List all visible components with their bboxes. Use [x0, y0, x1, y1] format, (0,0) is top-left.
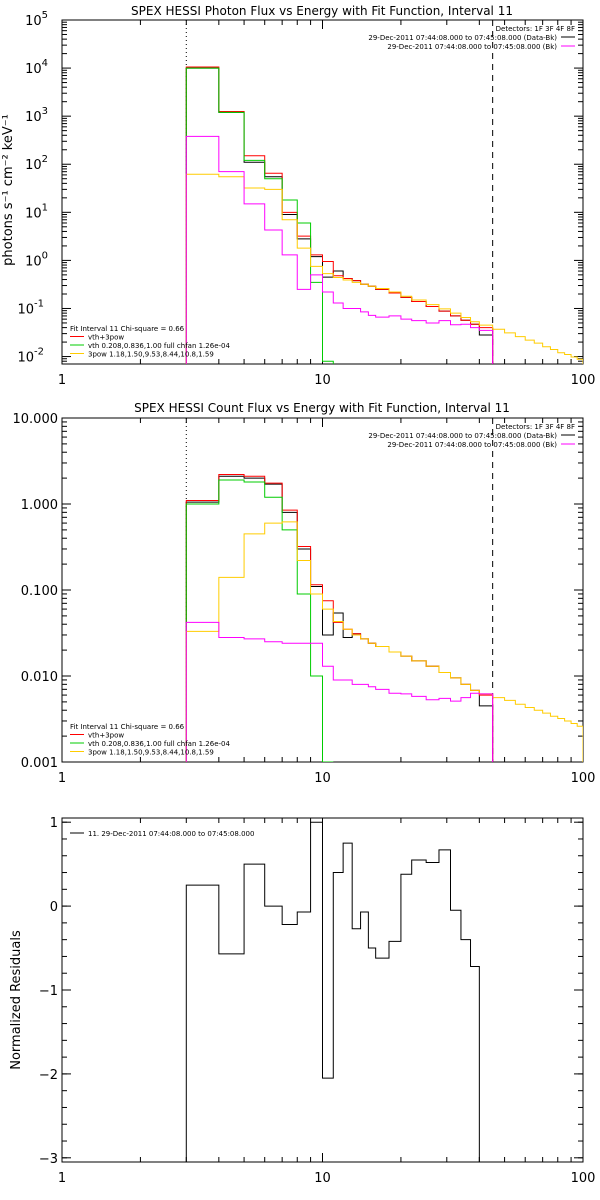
legend-entry-label: 3pow 1.18,1.50,9.53,8.44,10.8,1.59 — [88, 749, 214, 757]
legend-detectors: Detectors: 1F 3F 4F 8F — [496, 423, 575, 431]
x-tick-label: 100 — [571, 373, 596, 388]
residuals-ylabel: Normalized Residuals — [9, 930, 24, 1070]
legend-fit-info: Fit Interval 11 Chi-square = 0.66 — [70, 723, 185, 731]
series-group — [185, 66, 583, 364]
series-line-0 — [185, 821, 493, 1162]
x-tick-label: 10 — [314, 373, 331, 388]
y-tick-label: −2 — [39, 1068, 58, 1083]
y-tick-label: 0.010 — [21, 670, 58, 685]
photon-flux-panel: SPEX HESSI Photon Flux vs Energy with Fi… — [1, 4, 595, 388]
x-tick-label: 10 — [314, 771, 331, 786]
series-group — [185, 821, 493, 1162]
x-tick-label: 10 — [314, 1171, 331, 1186]
y-tick-label: 0.100 — [21, 584, 58, 599]
x-tick-label: 1 — [58, 1171, 66, 1186]
legend-entry-label: vth+3pow — [88, 334, 124, 342]
y-tick-label: −3 — [39, 1152, 58, 1167]
x-tick-label: 100 — [571, 771, 596, 786]
series-line-4 — [185, 621, 494, 762]
residuals-panel: Normalized Residuals 1 10 100 −3 −2 −1 0 1 11. 2… — [9, 816, 595, 1186]
legend-entry-label: 29-Dec-2011 07:44:08.000 to 07:45:08.000… — [368, 432, 557, 440]
y-tick-label: 0 — [50, 900, 58, 915]
y-tick-label: 10.000 — [13, 412, 59, 427]
y-tick-label: 0.001 — [21, 756, 58, 771]
x-tick-label: 1 — [58, 373, 66, 388]
count-flux-panel: SPEX HESSI Count Flux vs Energy with Fit… — [13, 401, 596, 786]
series-line-3 — [185, 521, 583, 762]
legend-entry-label: 29-Dec-2011 07:44:08.000 to 07:45:08.000… — [387, 43, 557, 51]
series-line-4 — [185, 135, 494, 364]
x-tick-label: 1 — [58, 771, 66, 786]
legend-detectors: Detectors: 1F 3F 4F 8F — [496, 25, 575, 33]
y-tick-label: −1 — [39, 984, 58, 999]
y-tick-label: 1.000 — [21, 498, 58, 513]
series-line-3 — [185, 173, 583, 364]
y-tick-label: 103 — [25, 106, 48, 125]
y-tick-label: 102 — [25, 154, 48, 173]
legend-entry-label: vth+3pow — [88, 732, 124, 740]
count-flux-title: SPEX HESSI Count Flux vs Energy with Fit… — [134, 401, 510, 415]
legend-entry-label: vth 0.208,0.836,1.00 full chfan 1.26e-04 — [88, 740, 230, 748]
legend-entry-label: 29-Dec-2011 07:44:08.000 to 07:45:08.000… — [368, 34, 557, 42]
y-tick-label: 104 — [25, 58, 48, 77]
legend-entry-label: vth 0.208,0.836,1.00 full chfan 1.26e-04 — [88, 342, 230, 350]
y-tick-label: 101 — [25, 202, 48, 221]
legend-entry-label: 11. 29-Dec-2011 07:44:08.000 to 07:45:08… — [88, 830, 254, 838]
legend-entry-label: 3pow 1.18,1.50,9.53,8.44,10.8,1.59 — [88, 351, 214, 359]
y-tick-label: 10-1 — [17, 298, 44, 317]
y-tick-label: 100 — [25, 250, 48, 269]
series-group — [185, 474, 583, 762]
y-tick-label: 1 — [50, 816, 58, 831]
y-tick-label: 10-2 — [17, 347, 44, 366]
series-line-2 — [185, 479, 334, 762]
photon-flux-title: SPEX HESSI Photon Flux vs Energy with Fi… — [131, 4, 513, 18]
x-tick-label: 100 — [571, 1171, 596, 1186]
legend-entry-label: 29-Dec-2011 07:44:08.000 to 07:45:08.000… — [387, 441, 557, 449]
legend-fit-info: Fit Interval 11 Chi-square = 0.66 — [70, 325, 185, 333]
y-tick-label: 105 — [25, 10, 48, 29]
photon-flux-ylabel: photons s⁻¹ cm⁻² keV⁻¹ — [1, 114, 16, 266]
